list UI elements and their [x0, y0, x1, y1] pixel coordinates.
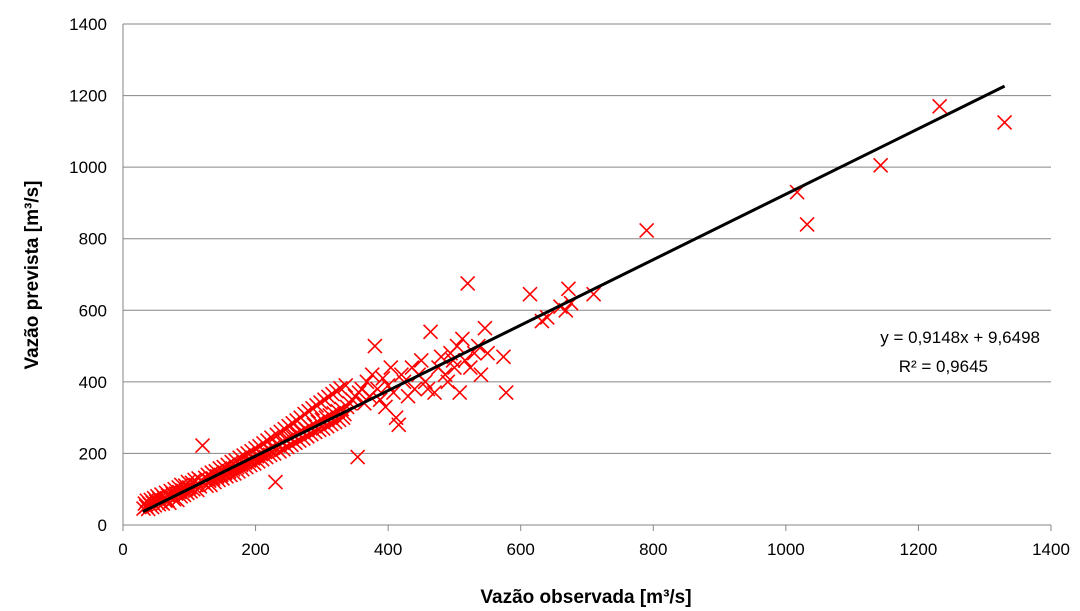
data-point	[407, 381, 423, 397]
data-point	[335, 410, 351, 426]
data-point	[413, 352, 429, 368]
y-tick-label: 600	[79, 301, 107, 320]
data-point	[997, 114, 1013, 130]
data-point	[311, 422, 327, 438]
data-point	[367, 338, 383, 354]
y-tick-labels: 0 200 400 600 800 1000 1200 1400	[69, 15, 107, 535]
data-point	[799, 216, 815, 232]
data-point	[522, 286, 538, 302]
x-tick-label: 200	[241, 540, 269, 559]
data-point	[462, 359, 478, 376]
x-tick-label: 0	[118, 540, 127, 559]
data-point	[359, 374, 375, 390]
data-point	[440, 374, 456, 390]
data-point	[383, 359, 399, 376]
data-point	[332, 380, 348, 396]
x-axis-title: Vazão observada [m³/s]	[480, 587, 691, 608]
trendline	[142, 84, 1006, 514]
data-point	[380, 377, 396, 394]
y-tick-label: 800	[79, 230, 107, 249]
data-point	[466, 345, 482, 361]
data-point	[452, 385, 468, 401]
x-tick-labels: 0 200 400 600 800 1000 1200 1400	[118, 540, 1070, 559]
data-point	[446, 359, 462, 376]
data-point	[449, 338, 465, 354]
data-point	[194, 437, 211, 454]
x-tick-label: 400	[374, 540, 402, 559]
x-tick-label: 800	[639, 540, 667, 559]
data-point	[364, 367, 380, 383]
data-point	[372, 392, 388, 408]
x-tick-label: 1200	[900, 540, 938, 559]
data-point	[267, 474, 284, 490]
data-point	[426, 385, 443, 401]
data-point	[391, 417, 407, 433]
x-tick-label: 600	[507, 540, 535, 559]
x-tick-label: 1400	[1032, 540, 1070, 559]
trendline-r2: R² = 0,9645	[899, 357, 988, 376]
data-point	[350, 449, 366, 465]
data-point	[454, 331, 470, 347]
data-point	[639, 222, 655, 239]
data-point	[460, 275, 476, 292]
data-point	[423, 324, 439, 340]
y-axis-title: Vazão prevista [m³/s]	[22, 180, 43, 369]
data-point	[477, 320, 493, 336]
data-point	[560, 281, 577, 297]
data-point	[327, 414, 343, 430]
data-point	[932, 98, 948, 114]
data-point	[473, 367, 489, 383]
data-point	[338, 377, 354, 394]
y-tick-label: 0	[98, 516, 107, 535]
y-tick-label: 1400	[69, 15, 107, 34]
data-point	[586, 286, 602, 302]
data-point	[375, 370, 391, 386]
y-tick-label: 400	[79, 373, 107, 392]
y-tick-label: 200	[79, 444, 107, 463]
data-point	[495, 349, 512, 365]
x-tick-label: 1000	[767, 540, 805, 559]
data-point	[480, 345, 496, 361]
y-tick-label: 1000	[69, 158, 107, 177]
data-point	[873, 157, 889, 173]
trendline-equation: y = 0,9148x + 9,6498	[880, 328, 1040, 347]
data-point	[498, 385, 514, 401]
y-tick-label: 1200	[69, 87, 107, 106]
